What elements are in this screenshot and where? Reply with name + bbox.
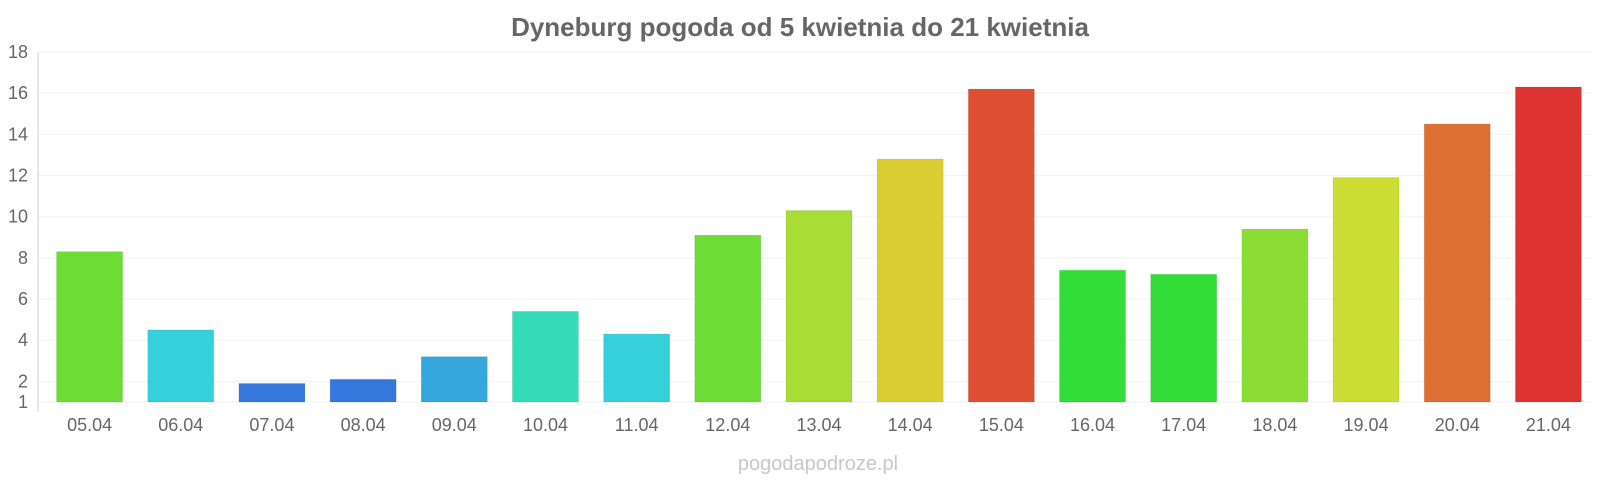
y-tick-label: 8 bbox=[18, 248, 28, 268]
bar-09.04 bbox=[420, 356, 488, 403]
y-tick-label: 4 bbox=[18, 330, 28, 350]
bars bbox=[56, 86, 1582, 403]
bar-10.04 bbox=[511, 310, 579, 403]
x-tick-label: 08.04 bbox=[341, 415, 386, 435]
x-tick-label: 17.04 bbox=[1161, 415, 1206, 435]
y-axis-ticks: 12 4 6 8 10 12 14 16 18 bbox=[8, 42, 28, 412]
y-tick-label: 18 bbox=[8, 42, 28, 62]
bar-16.04 bbox=[1059, 269, 1127, 403]
y-tick-label: 2 bbox=[18, 371, 28, 391]
x-tick-label: 14.04 bbox=[888, 415, 933, 435]
bar-13.04 bbox=[785, 210, 853, 403]
x-tick-label: 18.04 bbox=[1252, 415, 1297, 435]
x-tick-label: 09.04 bbox=[432, 415, 477, 435]
bar-17.04 bbox=[1150, 273, 1218, 403]
x-tick-label: 11.04 bbox=[615, 415, 659, 435]
y-tick-label: 12 bbox=[8, 166, 28, 186]
y-tick-label: 14 bbox=[8, 124, 28, 144]
x-tick-label: 16.04 bbox=[1070, 415, 1115, 435]
x-tick-label: 06.04 bbox=[158, 415, 203, 435]
bar-11.04 bbox=[603, 333, 671, 403]
bar-15.04 bbox=[967, 88, 1035, 403]
bar-12.04 bbox=[694, 234, 762, 403]
x-axis-ticks: 05.04 06.04 07.04 08.04 09.04 10.04 11.04 12.04… bbox=[67, 415, 1571, 435]
bar-06.04 bbox=[147, 329, 215, 403]
y-tick-label: 6 bbox=[18, 289, 28, 309]
y-tick-label: 16 bbox=[8, 83, 28, 103]
x-tick-label: 21.04 bbox=[1526, 415, 1571, 435]
chart-title: Dyneburg pogoda od 5 kwietnia do 21 kwie… bbox=[511, 12, 1089, 42]
bar-18.04 bbox=[1241, 228, 1309, 403]
bar-08.04 bbox=[329, 378, 397, 403]
watermark: pogodapodroze.pl bbox=[738, 453, 898, 475]
x-tick-label: 05.04 bbox=[67, 415, 112, 435]
bar-20.04 bbox=[1423, 123, 1491, 403]
bar-19.04 bbox=[1332, 177, 1400, 403]
y-tick-label: 1 bbox=[18, 392, 28, 412]
x-tick-label: 15.04 bbox=[979, 415, 1024, 435]
bar-05.04 bbox=[56, 251, 124, 403]
x-tick-label: 20.04 bbox=[1435, 415, 1480, 435]
x-tick-label: 07.04 bbox=[249, 415, 294, 435]
x-tick-label: 12.04 bbox=[705, 415, 750, 435]
x-tick-label: 19.04 bbox=[1344, 415, 1389, 435]
bar-07.04 bbox=[238, 382, 306, 403]
bar-14.04 bbox=[876, 158, 944, 403]
x-tick-label: 13.04 bbox=[796, 415, 841, 435]
y-tick-label: 10 bbox=[8, 207, 28, 227]
x-tick-label: 10.04 bbox=[523, 415, 568, 435]
bar-21.04 bbox=[1514, 86, 1582, 403]
